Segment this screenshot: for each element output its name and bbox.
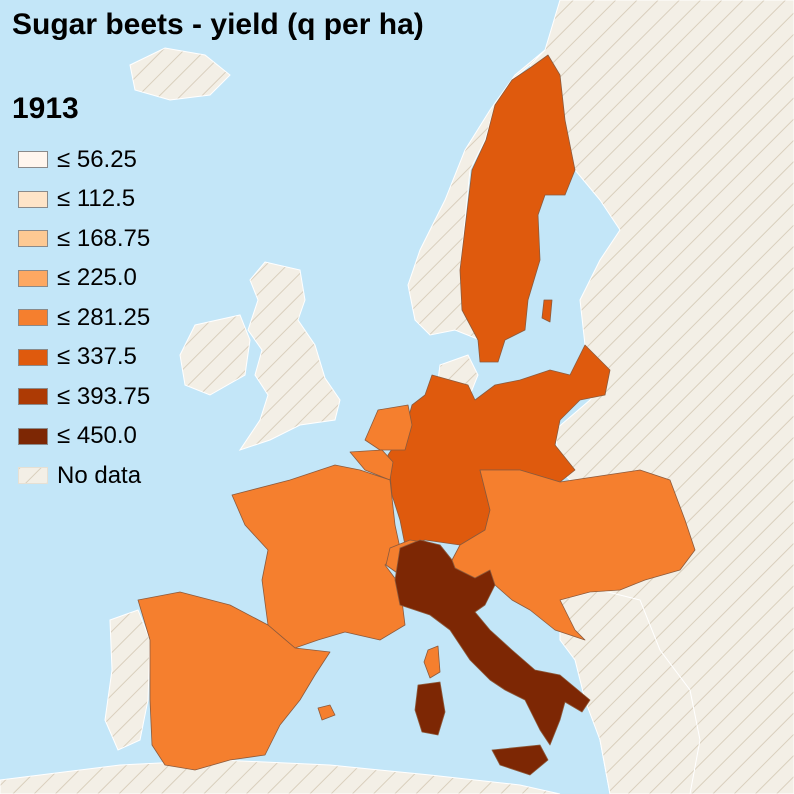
map-title: Sugar beets - yield (q per ha) (12, 8, 424, 41)
region-netherlands (364, 404, 413, 451)
legend-label: ≤ 112.5 (57, 185, 136, 213)
legend-swatch (18, 388, 48, 406)
legend-item: ≤ 450.0 (18, 417, 150, 457)
nodata-balkans (559, 589, 701, 794)
nodata-ireland (179, 314, 251, 396)
nodata-hatch-swatch (19, 468, 47, 484)
legend-label: ≤ 450.0 (57, 422, 137, 450)
region-corsica (423, 645, 441, 679)
legend-item: ≤ 168.75 (18, 219, 150, 259)
legend-label: ≤ 337.5 (57, 343, 137, 371)
nodata-north-africa (0, 759, 561, 794)
region-italy (394, 539, 591, 746)
legend-item: ≤ 393.75 (18, 377, 150, 417)
legend-swatch (18, 427, 48, 445)
nodata-portugal (104, 609, 151, 751)
legend-item: ≤ 56.25 (18, 140, 150, 180)
legend-label-nodata: No data (57, 461, 142, 489)
legend-item: ≤ 337.5 (18, 338, 150, 378)
legend-item: ≤ 225.0 (18, 259, 150, 299)
legend-swatch (18, 190, 48, 208)
region-belgium (349, 449, 394, 481)
legend-label: ≤ 281.25 (57, 303, 151, 331)
data-regions (137, 54, 696, 776)
legend-swatch (18, 309, 48, 327)
map-year: 1913 (12, 92, 79, 125)
legend: ≤ 56.25 ≤ 112.5 ≤ 168.75 ≤ 225.0 ≤ 281.2… (18, 140, 150, 496)
region-sweden (459, 54, 576, 363)
region-sicily (491, 744, 549, 776)
legend-label: ≤ 393.75 (57, 382, 151, 410)
legend-item: ≤ 112.5 (18, 180, 150, 220)
legend-label: ≤ 225.0 (57, 264, 137, 292)
legend-item: ≤ 281.25 (18, 298, 150, 338)
region-balearics (317, 704, 336, 721)
legend-swatch-nodata (18, 467, 48, 485)
nodata-hatch-fill (19, 468, 47, 484)
legend-item-nodata: No data (18, 456, 150, 496)
region-gotland (541, 299, 553, 323)
region-france (231, 464, 406, 649)
region-sardinia (414, 681, 446, 736)
legend-swatch (18, 230, 48, 248)
legend-label: ≤ 56.25 (57, 145, 137, 173)
region-spain (137, 591, 331, 771)
legend-label: ≤ 168.75 (57, 224, 151, 252)
legend-swatch (18, 151, 48, 169)
legend-swatch (18, 348, 48, 366)
nodata-iceland (129, 47, 231, 101)
nodata-great-britain (238, 261, 341, 451)
legend-swatch (18, 269, 48, 287)
